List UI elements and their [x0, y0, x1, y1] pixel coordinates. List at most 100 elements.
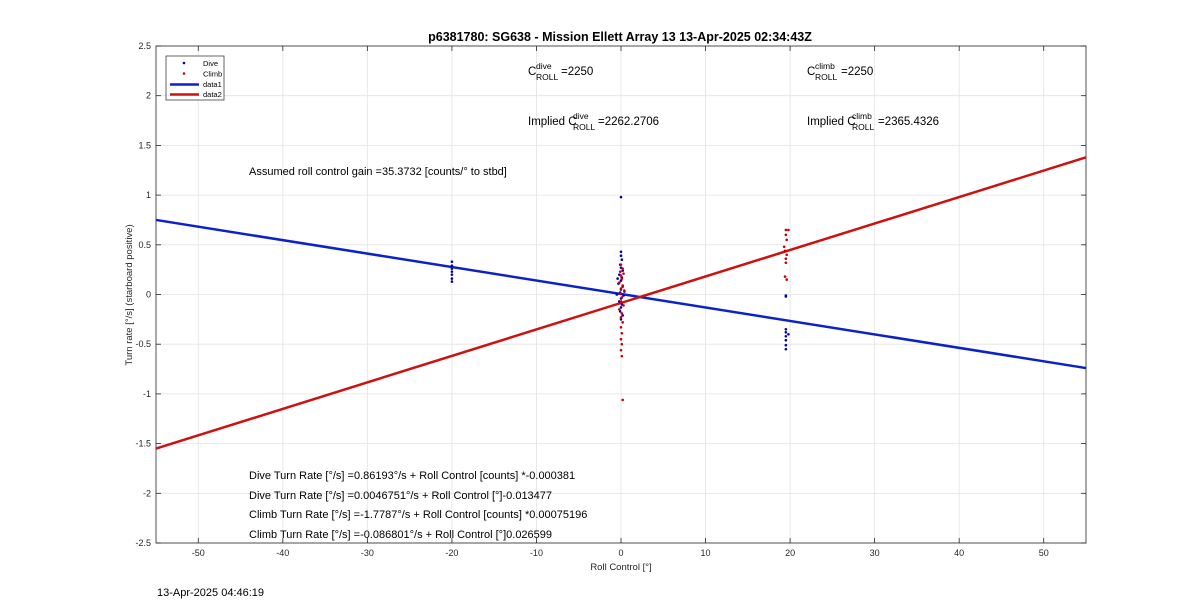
point-dive: [616, 277, 619, 280]
x-axis-label: Roll Control [°]: [590, 562, 651, 573]
y-tick-label: 0.5: [138, 240, 151, 250]
point-climb: [620, 342, 624, 346]
point-dive: [450, 273, 454, 276]
point-climb: [619, 274, 623, 277]
fit-line-data2: [155, 156, 1087, 450]
legend-box: [165, 55, 225, 101]
implied-climb-sub: ROLL: [852, 122, 874, 132]
point-climb: [621, 284, 624, 287]
c-roll-dive-value: =2250: [561, 66, 593, 78]
legend-climb-label: Climb: [203, 70, 222, 79]
point-dive: [619, 254, 623, 258]
chart-title: p6381780: SG638 - Mission Ellett Array 1…: [428, 30, 812, 44]
x-tick-label: -50: [192, 548, 205, 558]
point-climb: [619, 287, 623, 290]
point-dive: [784, 338, 788, 342]
implied-dive-sup: dive: [573, 111, 589, 121]
implied-climb-prefix: Implied C: [807, 116, 856, 128]
point-climb: [622, 304, 625, 307]
x-tick-label: 50: [1039, 548, 1049, 558]
y-axis-label: Turn rate [°/s] (starboard positive): [124, 224, 135, 365]
point-climb: [618, 308, 621, 311]
x-tick-label: -20: [445, 548, 458, 558]
fit-equation-climb-counts: Climb Turn Rate [°/s] =-1.7787°/s + Roll…: [249, 509, 587, 521]
y-tick-label: -1.5: [135, 439, 151, 449]
point-climb: [782, 245, 786, 249]
x-tick-label: -40: [276, 548, 289, 558]
point-climb: [785, 253, 789, 257]
point-climb: [620, 277, 624, 280]
point-climb: [621, 267, 624, 270]
point-dive: [450, 270, 454, 273]
legend-data1-label: data1: [203, 80, 222, 89]
x-tick-label: -30: [361, 548, 374, 558]
point-climb: [787, 228, 790, 232]
point-dive: [618, 310, 622, 313]
y-tick-label: 2: [146, 91, 151, 101]
x-tick-label: 20: [785, 548, 795, 558]
point-dive: [619, 250, 623, 254]
point-dive: [619, 306, 623, 309]
c-roll-climb-letter: C: [807, 66, 815, 78]
assumed-gain-text: Assumed roll control gain =35.3732 [coun…: [249, 166, 507, 178]
point-climb: [619, 263, 623, 266]
implied-dive-value: =2262.2706: [598, 116, 659, 128]
point-climb: [620, 331, 624, 335]
point-climb: [783, 249, 787, 253]
footer-timestamp: 13-Apr-2025 04:46:19: [157, 587, 265, 599]
point-dive: [622, 294, 625, 297]
legend: Dive Climb data1 data2: [165, 55, 225, 101]
point-climb: [619, 337, 623, 341]
y-tick-label: -0.5: [135, 339, 151, 349]
point-climb: [619, 348, 623, 352]
point-dive: [784, 347, 788, 351]
point-climb: [784, 233, 788, 237]
y-tick-label: -2.5: [135, 538, 151, 548]
point-dive: [619, 195, 623, 199]
point-climb: [619, 326, 623, 329]
fit-equation-climb-degrees: Climb Turn Rate [°/s] =-0.086801°/s + Ro…: [249, 529, 552, 541]
c-roll-dive-sup: dive: [536, 61, 552, 71]
legend-climb-marker: [182, 72, 186, 75]
axis-ticks: -50 -40 -30 -20 -10 0 10 20 30 40 50-2.5-2-1.5-1-0…: [135, 41, 1086, 558]
fit-equation-dive-counts: Dive Turn Rate [°/s] =0.86193°/s + Roll …: [249, 470, 575, 482]
point-climb: [621, 321, 624, 324]
point-dive: [784, 343, 788, 347]
x-tick-label: 0: [618, 548, 623, 558]
y-tick-label: 2.5: [138, 41, 151, 51]
c-roll-dive-sub: ROLL: [536, 72, 558, 82]
point-dive: [620, 258, 624, 262]
point-climb: [622, 272, 625, 275]
c-roll-dive-annotation: C dive ROLL =2250: [528, 61, 593, 82]
c-roll-climb-annotation: C climb ROLL =2250: [807, 61, 873, 82]
y-tick-label: 1.5: [138, 140, 151, 150]
x-tick-label: 30: [870, 548, 880, 558]
y-tick-label: -2: [143, 488, 151, 498]
implied-dive-sub: ROLL: [573, 122, 595, 132]
fit-equations: Dive Turn Rate [°/s] =0.86193°/s + Roll …: [249, 470, 587, 541]
fit-equation-dive-degrees: Dive Turn Rate [°/s] =0.0046751°/s + Rol…: [249, 490, 552, 502]
point-dive: [784, 327, 788, 331]
point-dive: [450, 277, 454, 280]
y-tick-label: 0: [146, 290, 151, 300]
point-dive: [615, 293, 619, 296]
implied-dive-prefix: Implied C: [528, 116, 577, 128]
c-roll-dive-letter: C: [528, 66, 536, 78]
point-dive: [621, 314, 624, 317]
c-roll-climb-value: =2250: [841, 66, 873, 78]
point-dive: [784, 334, 788, 338]
point-climb: [784, 257, 788, 261]
point-climb: [623, 289, 626, 292]
point-dive: [619, 318, 623, 321]
point-dive: [784, 330, 788, 334]
legend-data2-label: data2: [203, 90, 222, 99]
point-dive: [619, 279, 623, 282]
c-roll-climb-sub: ROLL: [815, 72, 837, 82]
legend-dive-marker: [182, 61, 186, 65]
y-tick-label: 1: [146, 190, 151, 200]
implied-climb-sup: climb: [852, 111, 872, 121]
point-climb: [621, 398, 624, 402]
implied-climb-value: =2365.4326: [878, 116, 939, 128]
point-climb: [784, 261, 788, 264]
